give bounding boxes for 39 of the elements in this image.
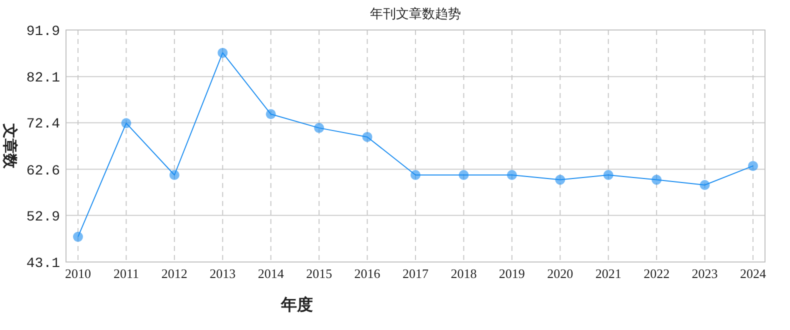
point: [458, 170, 469, 180]
point: [555, 174, 566, 185]
x-tick-label: 2013: [210, 266, 236, 281]
point: [748, 160, 758, 171]
point: [314, 122, 324, 133]
y-tick-label: 82.1: [26, 70, 60, 87]
x-tick-label: 2016: [354, 266, 381, 281]
point: [266, 109, 276, 120]
x-tick-label: 2021: [595, 266, 622, 281]
point: [169, 170, 180, 180]
x-tick-label: 2020: [547, 266, 574, 281]
x-tick-label: 2015: [306, 266, 332, 281]
point: [218, 48, 228, 58]
point: [73, 232, 83, 242]
x-tick-label: 2023: [692, 266, 718, 281]
x-tick-label: 2012: [161, 266, 188, 281]
x-tick-label: 2011: [113, 266, 139, 281]
x-tick-label: 2022: [644, 266, 670, 281]
y-tick-label: 62.6: [26, 163, 60, 180]
x-tick-label: 2018: [450, 266, 477, 281]
point: [652, 174, 662, 185]
y-tick-label: 72.4: [26, 116, 60, 133]
y-tick-label: 43.1: [26, 256, 60, 272]
point: [603, 170, 614, 180]
point: [506, 170, 517, 180]
y-axis-title: 文章数: [1, 122, 19, 170]
x-tick-label: 2014: [258, 266, 284, 281]
point: [362, 132, 372, 142]
y-tick-label: 52.9: [26, 209, 60, 226]
x-axis-title: 年度: [280, 295, 313, 314]
point: [410, 170, 420, 180]
x-tick-label: 2019: [498, 266, 525, 281]
point: [700, 180, 710, 190]
x-tick-label: 2017: [402, 266, 429, 281]
x-tick-label: 2024: [740, 266, 766, 281]
point: [121, 118, 132, 128]
y-tick-label: 91.9: [26, 24, 60, 40]
chart-title: 年刊文章数趋势: [370, 6, 461, 21]
x-tick-label: 2010: [65, 266, 91, 281]
